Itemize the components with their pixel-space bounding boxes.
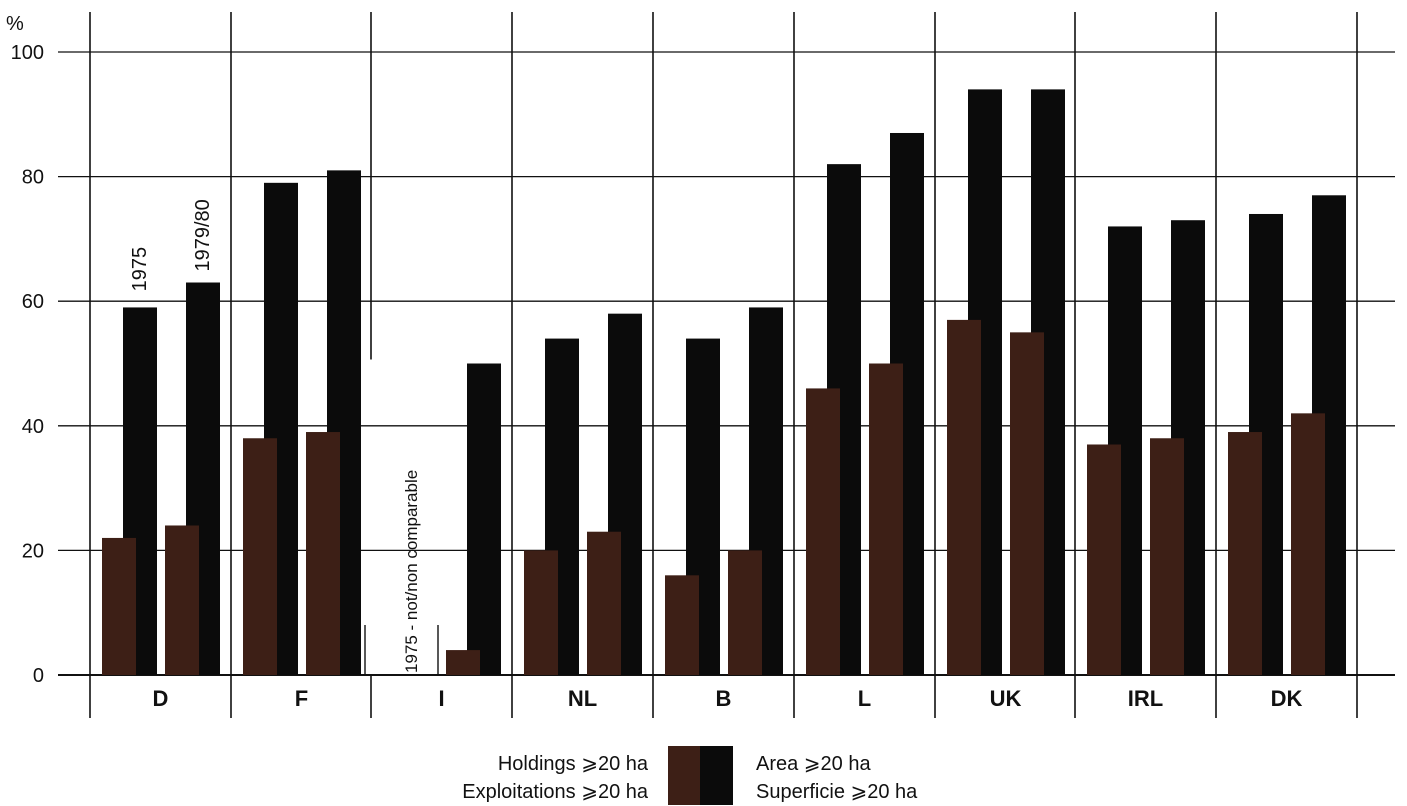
bar-holdings-1975-B	[665, 575, 699, 675]
y-axis-unit: %	[6, 13, 24, 35]
bar-holdings-1975-NL	[524, 550, 558, 675]
bar-holdings-1979-80-L	[869, 363, 903, 675]
bar-holdings-1975-F	[243, 438, 277, 675]
category-label-B: B	[716, 686, 732, 711]
bar-holdings-1975-UK	[947, 319, 981, 675]
bar-holdings-1979-80-B	[728, 550, 762, 675]
legend-area-fr: Superficie ⩾20 ha	[756, 781, 918, 803]
bar-chart: % 0 20 40 60 80 100 D F I NL B L UK IRL DK 1975 1979/8…	[6, 12, 1395, 718]
bar-holdings-1979-80-IRL	[1150, 438, 1184, 675]
bar-holdings-1979-80-NL	[587, 531, 621, 675]
bar-holdings-1979-80-F	[306, 432, 340, 675]
legend-holdings-en: Holdings ⩾20 ha	[497, 753, 648, 775]
y-tick-label: 40	[22, 416, 44, 438]
bar-holdings-1975-IRL	[1087, 444, 1121, 675]
x-axis: D F I NL B L UK IRL DK	[153, 686, 1303, 711]
annotations: 1975 1979/80 1975 - not/non comparable	[129, 199, 439, 675]
grid-lines	[58, 12, 1395, 718]
legend-area-label: Area ⩾20 ha Superficie ⩾20 ha	[756, 750, 917, 806]
y-axis: % 0 20 40 60 80 100	[6, 13, 44, 687]
category-label-DK: DK	[1271, 686, 1303, 711]
category-label-D: D	[153, 686, 169, 711]
category-label-IRL: IRL	[1128, 686, 1163, 711]
period-label-1975: 1975	[129, 247, 151, 292]
legend-area-en: Area ⩾20 ha	[756, 753, 871, 775]
bars	[102, 89, 1346, 676]
bar-holdings-1979-80-D	[165, 525, 199, 675]
legend-holdings-fr: Exploitations ⩾20 ha	[462, 781, 648, 803]
bar-area-1979-80-I	[467, 363, 501, 675]
bar-holdings-1975-DK	[1228, 432, 1262, 675]
category-label-L: L	[858, 686, 871, 711]
bar-holdings-1979-80-UK	[1010, 332, 1044, 675]
italy-not-comparable-note: 1975 - not/non comparable	[402, 470, 421, 673]
category-label-F: F	[295, 686, 308, 711]
bar-holdings-1975-D	[102, 537, 136, 675]
y-tick-label: 100	[11, 42, 44, 64]
bar-holdings-1975-L	[806, 388, 840, 675]
period-label-1979-80: 1979/80	[192, 199, 214, 271]
legend-holdings-label: Holdings ⩾20 ha Exploitations ⩾20 ha	[462, 750, 648, 806]
bar-holdings-1979-80-DK	[1291, 413, 1325, 675]
y-tick-label: 20	[22, 540, 44, 562]
legend-holdings-swatch	[668, 746, 700, 805]
y-tick-label: 80	[22, 167, 44, 189]
y-tick-label: 0	[33, 665, 44, 687]
category-label-I: I	[438, 686, 444, 711]
legend-area-swatch	[700, 746, 733, 805]
category-label-NL: NL	[568, 686, 597, 711]
y-tick-label: 60	[22, 291, 44, 313]
category-label-UK: UK	[990, 686, 1022, 711]
bar-holdings-1979-80-I	[446, 650, 480, 675]
